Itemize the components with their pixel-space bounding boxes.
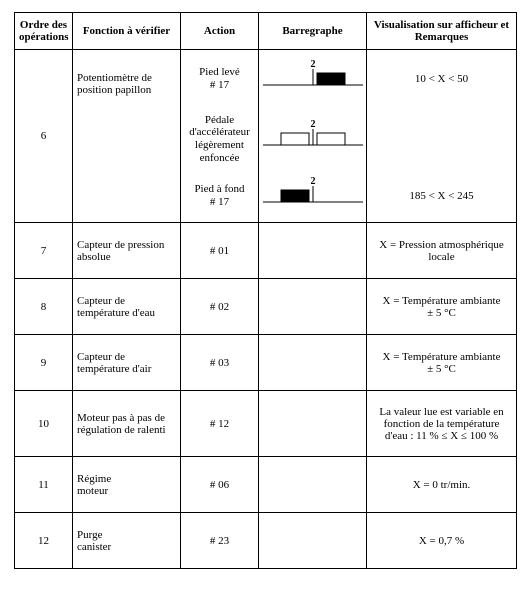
header-rem: Visualisation sur afficheur et Remarques (367, 13, 517, 50)
cell-func: Capteur de température d'eau (73, 279, 181, 335)
cell-order: 7 (15, 223, 73, 279)
svg-text:2: 2 (310, 176, 315, 187)
cell-action: # 06 (181, 457, 259, 513)
cell-bar (259, 457, 367, 513)
table-row: 6 Potentiomètre de position papillon Pie… (15, 50, 517, 223)
cell-bar: 2 2 2 (259, 50, 367, 223)
cell-bar (259, 335, 367, 391)
svg-text:2: 2 (310, 59, 315, 70)
cell-order: 9 (15, 335, 73, 391)
action-line: Pied à fond (194, 183, 244, 196)
cell-action: # 01 (181, 223, 259, 279)
cell-func: Régime moteur (73, 457, 181, 513)
header-func: Fonction à vérifier (73, 13, 181, 50)
remark-line: ± 5 °C (371, 363, 512, 375)
remark: 10 < X < 50 (415, 73, 468, 85)
cell-action: # 03 (181, 335, 259, 391)
cell-order: 6 (15, 50, 73, 223)
func-line: Régime (77, 473, 176, 485)
remark: 185 < X < 245 (409, 190, 473, 202)
cell-func: Capteur de pression absolue (73, 223, 181, 279)
cell-action: # 02 (181, 279, 259, 335)
func-line: canister (77, 541, 176, 553)
cell-bar (259, 391, 367, 457)
cell-order: 8 (15, 279, 73, 335)
cell-func: Moteur pas à pas de régulation de ralent… (73, 391, 181, 457)
diagnostic-table: Ordre des opérations Fonction à vérifier… (14, 12, 517, 569)
cell-order: 11 (15, 457, 73, 513)
cell-rem: La valeur lue est variable en fonction d… (367, 391, 517, 457)
header-order: Ordre des opérations (15, 13, 73, 50)
cell-action: # 12 (181, 391, 259, 457)
func-line: Purge (77, 529, 176, 541)
cell-order: 12 (15, 513, 73, 569)
action-line: légèrement (189, 139, 250, 152)
cell-order: 10 (15, 391, 73, 457)
header-row: Ordre des opérations Fonction à vérifier… (15, 13, 517, 50)
remark-line: X = Température ambiante (371, 351, 512, 363)
table-row: 11 Régime moteur # 06 X = 0 tr/min. (15, 457, 517, 513)
bargraph: 2 (263, 176, 363, 216)
cell-bar (259, 223, 367, 279)
bargraph: 2 (263, 59, 363, 99)
cell-rem: X = Température ambiante ± 5 °C (367, 335, 517, 391)
table-row: 8 Capteur de température d'eau # 02 X = … (15, 279, 517, 335)
remark-line: X = 0,7 % (371, 535, 512, 547)
cell-action: # 23 (181, 513, 259, 569)
action-line: # 17 (199, 79, 240, 92)
cell-func: Capteur de température d'air (73, 335, 181, 391)
action-line: # 17 (194, 196, 244, 209)
cell-func: Potentiomètre de position papillon (73, 50, 181, 223)
table-row: 12 Purge canister # 23 X = 0,7 % (15, 513, 517, 569)
cell-rem: X = 0 tr/min. (367, 457, 517, 513)
action-line: d'accélérateur (189, 126, 250, 139)
remark-line: X = Température ambiante (371, 295, 512, 307)
action-line: enfoncée (189, 152, 250, 165)
remark-line: X = 0 tr/min. (371, 479, 512, 491)
action-line: Pédale (189, 114, 250, 127)
table-row: 7 Capteur de pression absolue # 01 X = P… (15, 223, 517, 279)
remark-line: ± 5 °C (371, 307, 512, 319)
remark-line: La valeur lue est variable en (371, 406, 512, 418)
svg-text:2: 2 (310, 119, 315, 130)
table-row: 10 Moteur pas à pas de régulation de ral… (15, 391, 517, 457)
action-line: Pied levé (199, 66, 240, 79)
cell-rem: X = 0,7 % (367, 513, 517, 569)
cell-rem: 10 < X < 50 185 < X < 245 (367, 50, 517, 223)
page: Ordre des opérations Fonction à vérifier… (0, 0, 531, 604)
cell-rem: X = Température ambiante ± 5 °C (367, 279, 517, 335)
cell-bar (259, 513, 367, 569)
cell-func: Purge canister (73, 513, 181, 569)
cell-bar (259, 279, 367, 335)
remark-line: locale (371, 251, 512, 263)
bargraph: 2 (263, 119, 363, 159)
header-bar: Barregraphe (259, 13, 367, 50)
func-line: moteur (77, 485, 176, 497)
cell-rem: X = Pression atmosphérique locale (367, 223, 517, 279)
remark-line: d'eau : 11 % ≤ X ≤ 100 % (371, 430, 512, 442)
cell-action: Pied levé # 17 Pédale d'accélérateur lég… (181, 50, 259, 223)
remark-line: fonction de la température (371, 418, 512, 430)
remark-line: X = Pression atmosphérique (371, 239, 512, 251)
header-action: Action (181, 13, 259, 50)
table-row: 9 Capteur de température d'air # 03 X = … (15, 335, 517, 391)
